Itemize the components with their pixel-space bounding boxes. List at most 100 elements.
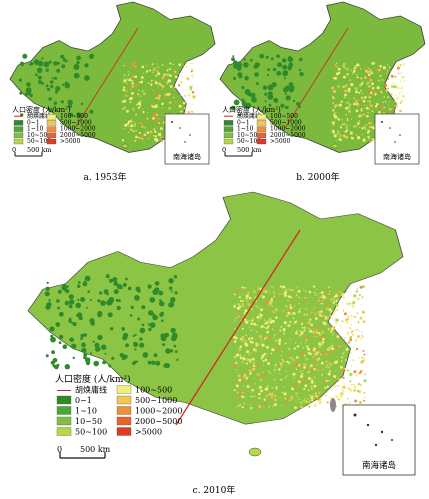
legend-class-label: 1000~2000 bbox=[270, 126, 306, 133]
density-cell bbox=[265, 345, 269, 349]
density-cell bbox=[235, 384, 239, 388]
density-cell bbox=[145, 70, 149, 73]
density-cell bbox=[267, 68, 271, 72]
density-cell bbox=[349, 336, 353, 339]
density-cell bbox=[59, 311, 64, 317]
density-cell bbox=[299, 57, 303, 62]
density-cell bbox=[322, 337, 325, 341]
density-cell bbox=[360, 360, 364, 364]
legend-swatch bbox=[13, 138, 24, 145]
density-cell bbox=[273, 398, 277, 402]
density-cell bbox=[130, 76, 134, 79]
density-cell bbox=[262, 295, 265, 299]
density-cell bbox=[311, 367, 315, 371]
density-cell bbox=[144, 126, 147, 129]
density-cell bbox=[251, 400, 254, 403]
density-cell bbox=[270, 291, 272, 293]
density-cell bbox=[45, 84, 49, 88]
legend-class-label: 50~100 bbox=[75, 428, 107, 437]
density-cell bbox=[369, 118, 372, 121]
density-cell bbox=[399, 64, 402, 66]
density-cell bbox=[268, 103, 272, 107]
density-cell bbox=[389, 101, 391, 103]
density-cell bbox=[235, 317, 238, 319]
density-cell bbox=[366, 104, 368, 106]
density-cell bbox=[334, 105, 337, 107]
density-cell bbox=[310, 396, 314, 400]
density-cell bbox=[241, 85, 245, 90]
density-cell bbox=[151, 71, 154, 74]
density-cell bbox=[154, 120, 156, 123]
density-cell bbox=[354, 87, 356, 89]
density-cell bbox=[359, 126, 361, 128]
density-cell bbox=[248, 369, 252, 373]
density-cell bbox=[352, 359, 355, 361]
density-cell bbox=[398, 92, 401, 95]
density-cell bbox=[336, 111, 339, 114]
density-cell bbox=[268, 303, 271, 306]
density-cell bbox=[332, 89, 337, 93]
density-cell bbox=[160, 129, 162, 131]
density-cell bbox=[307, 324, 310, 327]
density-cell bbox=[390, 93, 393, 96]
density-cell bbox=[263, 401, 267, 405]
density-cell bbox=[166, 74, 168, 75]
density-cell bbox=[36, 67, 43, 74]
density-cell bbox=[159, 80, 161, 82]
density-cell bbox=[359, 68, 362, 70]
density-cell bbox=[112, 277, 118, 282]
density-cell bbox=[340, 325, 342, 328]
density-cell bbox=[54, 90, 58, 94]
density-cell bbox=[337, 343, 340, 346]
density-cell bbox=[342, 368, 344, 371]
density-cell bbox=[302, 288, 305, 291]
density-cell bbox=[40, 81, 44, 85]
density-cell bbox=[327, 365, 331, 369]
density-cell bbox=[19, 91, 23, 95]
density-cell bbox=[365, 123, 367, 126]
density-cell bbox=[168, 68, 171, 71]
density-cell bbox=[84, 75, 90, 81]
density-cell bbox=[72, 322, 77, 327]
density-cell bbox=[345, 123, 348, 126]
density-cell bbox=[41, 57, 44, 60]
density-cell bbox=[308, 327, 310, 329]
density-cell bbox=[299, 308, 301, 310]
density-cell bbox=[337, 385, 340, 387]
density-cell bbox=[285, 371, 287, 373]
density-cell bbox=[159, 299, 162, 302]
density-cell bbox=[346, 331, 350, 335]
density-cell bbox=[251, 357, 255, 361]
density-cell bbox=[379, 68, 382, 71]
legend-swatch bbox=[46, 138, 57, 145]
density-cell bbox=[239, 338, 242, 341]
legend-class-label: 100~500 bbox=[135, 386, 172, 395]
density-cell bbox=[263, 406, 265, 408]
density-cell bbox=[355, 374, 358, 377]
density-cell bbox=[401, 87, 403, 89]
density-cell bbox=[311, 297, 313, 299]
density-cell bbox=[338, 103, 342, 107]
density-cell bbox=[234, 336, 238, 340]
density-cell bbox=[267, 362, 271, 365]
density-cell bbox=[278, 365, 281, 368]
density-cell bbox=[292, 303, 294, 305]
density-cell bbox=[379, 74, 382, 78]
density-cell bbox=[234, 303, 237, 306]
density-cell bbox=[67, 103, 73, 109]
density-cell bbox=[161, 135, 164, 139]
density-cell bbox=[264, 337, 267, 340]
density-cell bbox=[371, 138, 373, 141]
density-cell bbox=[289, 306, 293, 310]
density-cell bbox=[53, 76, 58, 81]
density-cell bbox=[303, 388, 306, 390]
density-cell bbox=[68, 304, 73, 309]
density-cell bbox=[314, 381, 316, 384]
legend-hu-line-label: 胡焕庸线 bbox=[237, 112, 261, 120]
density-cell bbox=[147, 360, 152, 365]
density-cell bbox=[357, 106, 359, 108]
density-cell bbox=[303, 365, 306, 368]
density-cell bbox=[49, 326, 55, 332]
density-cell bbox=[30, 62, 34, 66]
density-cell bbox=[324, 391, 326, 393]
